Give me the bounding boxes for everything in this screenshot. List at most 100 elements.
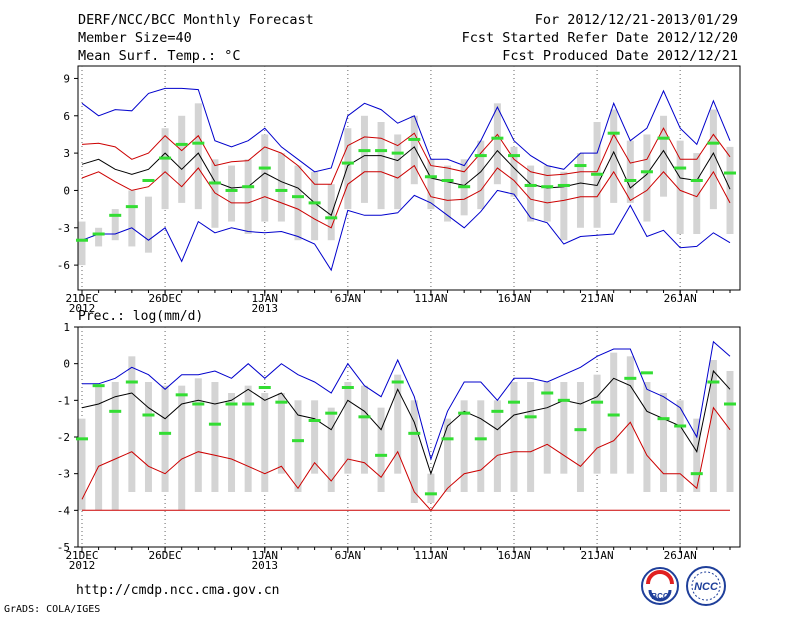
prec-ytick-label: -3 bbox=[57, 468, 70, 481]
prec-xtick-label: 21JAN bbox=[581, 549, 614, 562]
temp-observed-marker bbox=[275, 188, 288, 192]
temp-ensemble-box bbox=[709, 109, 717, 210]
temp-ensemble-box bbox=[444, 165, 452, 222]
prec-ensemble-box bbox=[95, 385, 103, 511]
source-url[interactable]: http://cmdp.ncc.cma.gov.cn bbox=[76, 583, 280, 598]
temp-observed-marker bbox=[142, 178, 155, 182]
prec-observed-marker bbox=[541, 391, 554, 395]
prec-xtick-label: 26JAN bbox=[664, 549, 697, 562]
prec-observed-marker bbox=[258, 386, 271, 389]
prec-ensemble-box bbox=[576, 382, 584, 492]
temp-ensemble-box bbox=[510, 146, 518, 197]
temp-observed-marker bbox=[208, 181, 221, 185]
precip-panel-title: Prec.: log(mm/d) bbox=[78, 309, 204, 324]
prec-ytick-label: 1 bbox=[63, 321, 70, 334]
prec-ensemble-box bbox=[560, 382, 568, 474]
temp-observed-marker bbox=[242, 185, 255, 189]
temp-observed-marker bbox=[391, 151, 404, 155]
forecast-period: For 2012/12/21-2013/01/29 bbox=[534, 12, 738, 28]
temp-observed-marker bbox=[192, 141, 205, 145]
temp-ensemble-box bbox=[344, 128, 352, 210]
temp-ensemble-box bbox=[178, 115, 186, 203]
prec-observed-marker bbox=[76, 437, 88, 441]
prec-ensemble-box bbox=[693, 418, 701, 492]
temp-observed-marker bbox=[258, 166, 271, 170]
logos: BCC NCC bbox=[640, 566, 740, 610]
prec-ensemble-box bbox=[311, 400, 319, 474]
ncc-logo-text: NCC bbox=[694, 581, 719, 593]
prec-ensemble-box bbox=[493, 400, 501, 492]
temp-ensemble-box bbox=[676, 140, 684, 234]
temp-ytick-label: 6 bbox=[63, 110, 70, 123]
temp-xtick-year: 2012 bbox=[69, 302, 96, 315]
prec-observed-marker bbox=[142, 413, 155, 417]
temp-xtick-year: 2013 bbox=[252, 302, 279, 315]
prec-observed-marker bbox=[408, 431, 421, 435]
prec-observed-marker bbox=[92, 384, 105, 388]
temp-observed-marker bbox=[441, 178, 454, 182]
prec-ytick-label: 0 bbox=[63, 358, 70, 371]
prec-ensemble-box bbox=[344, 382, 352, 474]
prec-observed-marker bbox=[275, 400, 288, 404]
prec-observed-marker bbox=[474, 437, 487, 441]
temp-observed-marker bbox=[458, 185, 471, 189]
prec-observed-marker bbox=[391, 380, 404, 384]
temp-ensemble-box bbox=[726, 146, 734, 234]
prec-ensemble-box bbox=[211, 382, 219, 492]
prec-series-max bbox=[82, 340, 731, 461]
temp-ytick-label: 3 bbox=[63, 147, 70, 160]
temp-observed-marker bbox=[624, 178, 637, 182]
temp-ensemble-box bbox=[311, 171, 319, 241]
prec-ensemble-box bbox=[593, 374, 601, 474]
prec-observed-marker bbox=[591, 400, 604, 404]
prec-ensemble-box bbox=[394, 374, 402, 474]
temp-ensemble-box bbox=[576, 153, 584, 228]
temp-ensemble-box bbox=[211, 159, 219, 228]
temp-ytick-label: -3 bbox=[57, 222, 70, 235]
temp-observed-marker bbox=[424, 175, 437, 179]
temp-ensemble-box bbox=[626, 140, 634, 203]
prec-ensemble-box bbox=[510, 382, 518, 492]
temp-panel-title: Mean Surf. Temp.: °C bbox=[78, 48, 241, 64]
temp-observed-marker bbox=[541, 185, 554, 189]
prec-ensemble-box bbox=[161, 385, 169, 492]
prec-ensemble-box bbox=[244, 385, 252, 492]
temp-observed-marker bbox=[491, 136, 504, 140]
temp-ensemble-box bbox=[660, 115, 668, 197]
temp-ensemble-box bbox=[95, 227, 103, 247]
prec-ensemble-box bbox=[477, 400, 485, 492]
prec-observed-marker bbox=[125, 380, 138, 384]
prec-plot-frame bbox=[77, 326, 741, 548]
temp-observed-marker bbox=[76, 238, 88, 242]
temp-ytick-label: -6 bbox=[57, 259, 70, 272]
temp-series-upper bbox=[81, 127, 731, 185]
prec-ensemble-box bbox=[726, 371, 734, 492]
temp-ensemble-box bbox=[261, 134, 269, 222]
prec-observed-marker bbox=[508, 400, 520, 404]
temp-ensemble-box bbox=[111, 209, 119, 241]
prec-ensemble-box bbox=[377, 407, 385, 492]
temp-observed-marker bbox=[292, 195, 304, 199]
temp-observed-marker bbox=[674, 166, 687, 170]
prec-observed-marker bbox=[225, 402, 238, 406]
prec-ytick-label: -4 bbox=[57, 504, 71, 517]
temp-series-min bbox=[81, 189, 731, 272]
prec-ensemble-box bbox=[194, 378, 202, 492]
temp-observed-marker bbox=[341, 161, 354, 165]
prec-observed-marker bbox=[674, 424, 687, 428]
temp-observed-marker bbox=[557, 183, 570, 187]
temp-observed-marker bbox=[724, 171, 736, 175]
prec-observed-marker bbox=[175, 393, 188, 397]
prec-observed-marker bbox=[707, 380, 720, 384]
temp-ensemble-box bbox=[410, 115, 418, 185]
prec-ensemble-box bbox=[460, 400, 468, 492]
temp-ensemble-box bbox=[693, 153, 701, 234]
temp-observed-marker bbox=[574, 164, 587, 168]
chart-title: DERF/NCC/BCC Monthly Forecast bbox=[78, 12, 314, 28]
prec-ensemble-box bbox=[626, 356, 634, 474]
temp-observed-marker bbox=[92, 232, 105, 236]
temp-observed-marker bbox=[358, 149, 371, 153]
prec-ensemble-box bbox=[543, 382, 551, 474]
temp-observed-marker bbox=[474, 154, 487, 158]
temp-ensemble-box bbox=[78, 221, 86, 266]
